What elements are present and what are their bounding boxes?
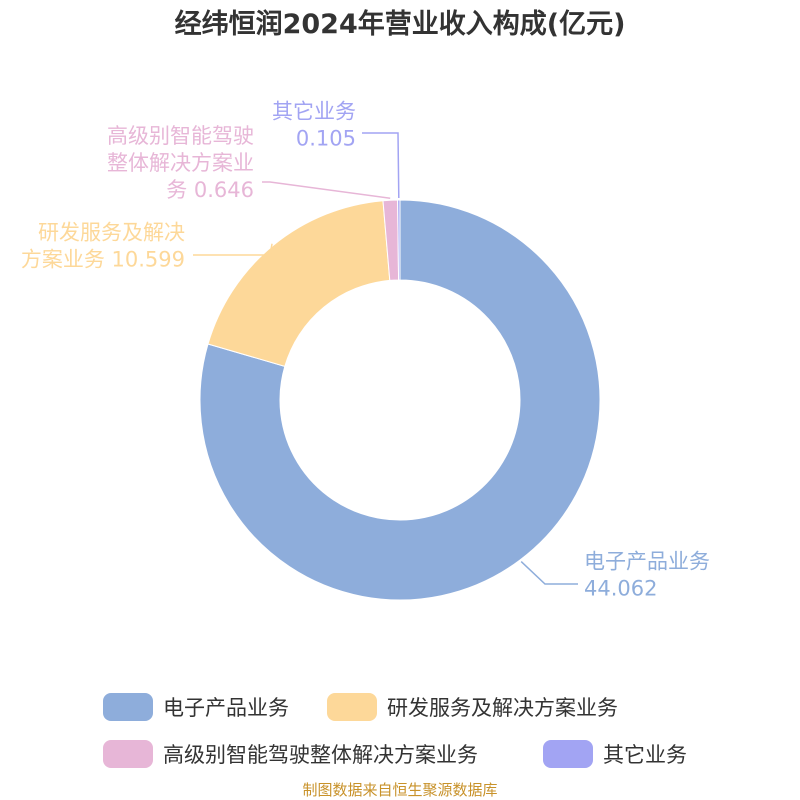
legend-label-1: 研发服务及解决方案业务 bbox=[387, 696, 618, 720]
legend-swatch-2 bbox=[103, 740, 153, 768]
legend-swatch-3 bbox=[543, 740, 593, 768]
leader-line-3 bbox=[362, 132, 400, 199]
data-label-0-0: 电子产品业务 bbox=[584, 550, 710, 574]
legend-label-3: 其它业务 bbox=[603, 743, 687, 767]
legend-swatch-0 bbox=[103, 693, 153, 721]
chart-title: 经纬恒润2024年营业收入构成(亿元) bbox=[175, 8, 626, 40]
data-label-3-1: 0.105 bbox=[296, 127, 356, 151]
data-label-1-1: 方案业务 10.599 bbox=[21, 248, 185, 272]
slice-0 bbox=[199, 199, 601, 601]
slice-1 bbox=[207, 200, 391, 368]
data-label-2-1: 整体解决方案业 bbox=[107, 151, 254, 175]
source-note: 制图数据来自恒生聚源数据库 bbox=[302, 781, 497, 799]
leader-line-1 bbox=[193, 243, 273, 256]
data-label-1-0: 研发服务及解决 bbox=[38, 221, 185, 245]
labels-group: 电子产品业务 44.062 研发服务及解决方案业务 10.599 高级别智能驾驶整体解… bbox=[21, 100, 710, 601]
data-label-3-0: 其它业务 bbox=[272, 100, 356, 124]
legend-label-2: 高级别智能驾驶整体解决方案业务 bbox=[163, 743, 478, 767]
data-label-2-0: 高级别智能驾驶 bbox=[107, 124, 254, 148]
slice-3 bbox=[397, 199, 401, 281]
data-label-0-1: 44.062 bbox=[584, 577, 657, 601]
leader-line-2 bbox=[262, 181, 391, 199]
data-label-2-2: 务 0.646 bbox=[166, 178, 254, 202]
leader-line-0 bbox=[520, 561, 578, 585]
legend-swatch-1 bbox=[327, 693, 377, 721]
legend-label-0: 电子产品业务 bbox=[163, 696, 289, 720]
slices-group bbox=[199, 199, 601, 601]
